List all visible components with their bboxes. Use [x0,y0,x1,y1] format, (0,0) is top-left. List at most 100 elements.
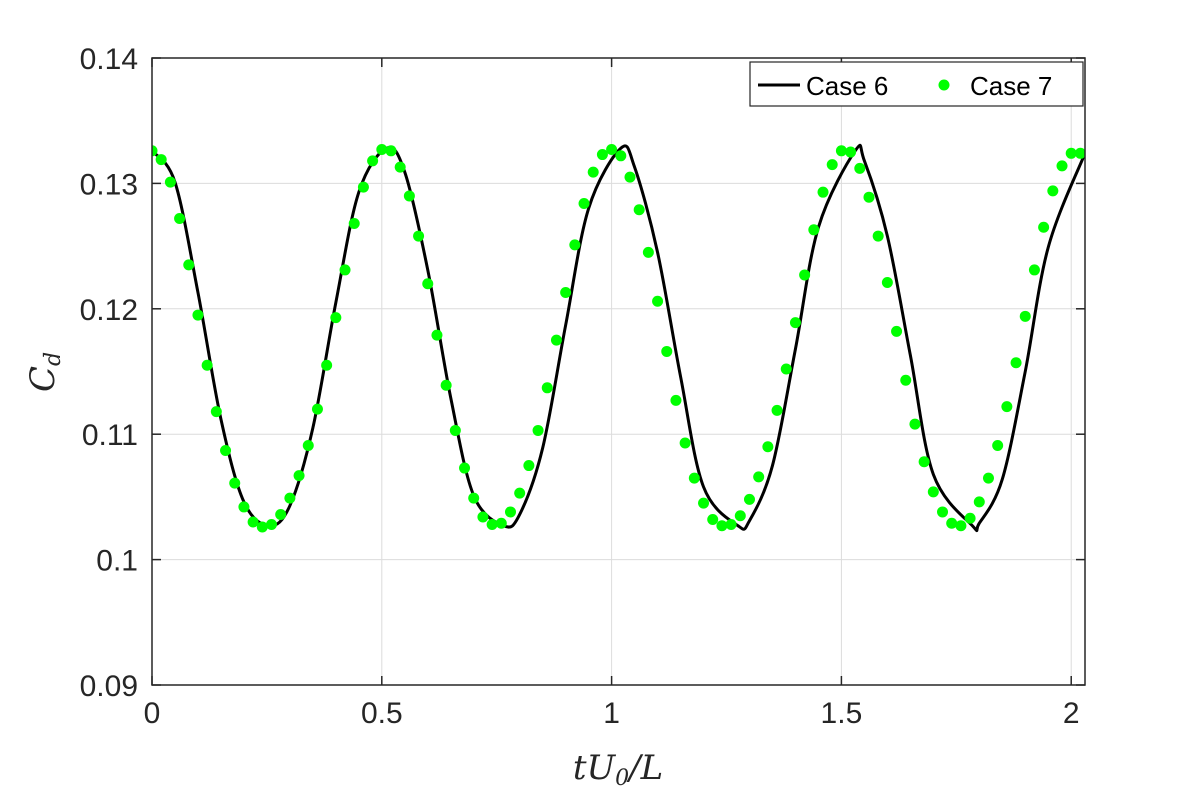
series-point-case-7 [532,424,544,436]
series-point-case-7 [725,518,737,530]
series-point-case-7 [1047,185,1059,197]
series-point-case-7 [707,513,719,525]
series-point-case-7 [220,445,232,456]
series-point-case-7 [633,204,645,216]
series-point-case-7 [771,404,783,416]
series-point-case-7 [330,312,342,324]
series-layer [152,143,1085,533]
series-point-case-7 [753,471,765,483]
series-point-case-7 [367,155,379,167]
series-point-case-7 [339,264,351,276]
series-point-case-7 [192,309,204,321]
series-point-case-7 [946,517,958,529]
series-point-case-7 [652,295,664,307]
series-point-case-7 [937,506,949,518]
series-point-case-7 [266,518,277,530]
series-point-case-7 [210,406,222,418]
series-point-case-7 [909,418,921,430]
series-point-case-7 [826,159,838,171]
series-line-case-6 [152,143,1085,533]
y-tick-label: 0.13 [80,168,138,201]
series-point-case-7 [596,149,608,161]
series-point-case-7 [477,511,489,523]
series-point-case-7 [1019,310,1031,322]
series-point-case-7 [1038,221,1050,233]
series-point-case-7 [152,145,158,157]
x-tick-label: 0 [144,697,161,730]
series-point-case-7 [881,276,893,288]
series-point-case-7 [486,518,498,530]
series-point-case-7 [799,269,811,281]
series-point-case-7 [413,230,425,242]
x-tick-label: 1 [603,697,620,730]
series-point-case-7 [1001,401,1013,413]
series-point-case-7 [615,150,627,162]
series-point-case-7 [394,161,406,173]
y-axis-label: Cd [23,352,66,392]
axes-frame [151,57,1086,686]
series-point-case-7 [578,197,590,209]
x-tick-label: 0.5 [361,697,403,730]
y-tick-label: 0.11 [82,419,138,452]
series-point-case-7 [284,492,296,504]
series-point-case-7 [183,259,195,271]
series-point-case-7 [311,403,323,415]
series-point-case-7 [1010,357,1022,369]
series-point-case-7 [808,224,820,236]
series-point-case-7 [357,181,369,193]
series-point-case-7 [734,510,746,522]
tick-labels: 0 0.5 1 1.5 2 0.09 0.1 0.11 0.12 0.13 0.14 [80,43,1080,730]
series-point-case-7 [164,176,176,188]
series-point-case-7 [174,213,186,225]
series-point-case-7 [560,287,572,298]
series-point-case-7 [275,508,287,520]
series-point-case-7 [982,472,994,484]
series-point-case-7 [624,171,636,183]
legend-case7-label: Case 7 [970,71,1052,101]
series-point-case-7 [863,191,875,203]
series-point-case-7 [302,439,314,451]
x-tick-label: 2 [1063,697,1080,730]
series-point-case-7 [698,497,710,509]
legend-case7-marker [938,79,950,91]
series-point-case-7 [973,496,985,508]
series-point-case-7 [688,472,700,484]
x-axis-label: tU0/L [573,748,663,791]
series-point-case-7 [541,382,553,394]
series-point-case-7 [854,162,866,174]
series-point-case-7 [385,145,397,157]
series-point-case-7 [762,441,774,453]
series-point-case-7 [449,424,461,436]
series-point-case-7 [321,359,333,371]
series-point-case-7 [293,470,305,482]
series-point-case-7 [670,394,682,406]
y-tick-label: 0.1 [96,545,138,578]
legend-box [749,61,1084,107]
legend-case6-label: Case 6 [806,71,888,101]
series-point-case-7 [238,501,250,513]
series-point-case-7 [900,374,912,386]
series-point-case-7 [155,154,167,166]
series-point-case-7 [845,146,857,158]
y-tick-label: 0.14 [80,43,138,76]
series-point-case-7 [468,492,480,504]
series-point-case-7 [679,437,691,449]
series-point-case-7 [606,144,618,156]
series-point-case-7 [789,317,801,329]
series-point-case-7 [918,456,930,468]
series-point-case-7 [247,516,259,528]
series-point-case-7 [201,359,213,371]
series-point-case-7 [229,477,241,489]
series-point-case-7 [964,512,976,524]
series-point-case-7 [422,278,434,290]
series-point-case-7 [835,145,847,157]
series-point-case-7 [661,345,673,357]
series-point-case-7 [431,329,443,341]
series-point-case-7 [1028,264,1040,276]
series-point-case-7 [523,460,535,472]
series-point-case-7 [495,517,507,529]
series-point-case-7 [256,521,268,533]
series-point-case-7 [569,239,581,251]
ticks [151,57,1085,686]
